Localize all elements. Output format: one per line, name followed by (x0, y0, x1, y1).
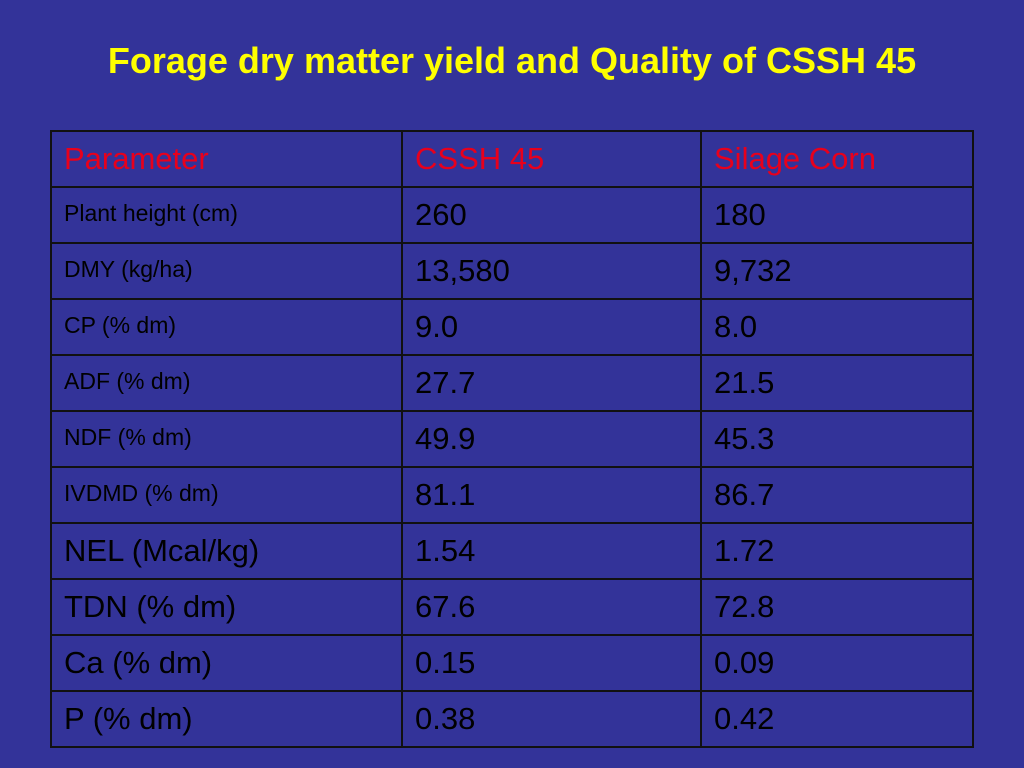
value-cell: 27.7 (401, 354, 702, 412)
value-cell: 45.3 (700, 410, 974, 468)
parameter-cell: TDN (% dm) (50, 578, 403, 636)
value-cell: 260 (401, 186, 702, 244)
value-cell: 13,580 (401, 242, 702, 300)
table-row: CP (% dm) 9.0 8.0 (50, 298, 974, 356)
parameter-cell: DMY (kg/ha) (50, 242, 403, 300)
parameter-cell: Ca (% dm) (50, 634, 403, 692)
column-header: CSSH 45 (401, 130, 702, 188)
table-body: Plant height (cm) 260 180 DMY (kg/ha) 13,580… (50, 186, 974, 748)
value-cell: 8.0 (700, 298, 974, 356)
table-row: NDF (% dm) 49.9 45.3 (50, 410, 974, 468)
value-cell: 21.5 (700, 354, 974, 412)
value-cell: 180 (700, 186, 974, 244)
value-cell: 81.1 (401, 466, 702, 524)
table-row: Plant height (cm) 260 180 (50, 186, 974, 244)
table-row: TDN (% dm) 67.6 72.8 (50, 578, 974, 636)
value-cell: 72.8 (700, 578, 974, 636)
table-row: Ca (% dm) 0.15 0.09 (50, 634, 974, 692)
parameter-cell: NDF (% dm) (50, 410, 403, 468)
table-row: NEL (Mcal/kg) 1.54 1.72 (50, 522, 974, 580)
table-row: IVDMD (% dm) 81.1 86.7 (50, 466, 974, 524)
data-table: Parameter CSSH 45 Silage Corn Plant height… (50, 130, 974, 748)
value-cell: 49.9 (401, 410, 702, 468)
value-cell: 0.09 (700, 634, 974, 692)
value-cell: 9,732 (700, 242, 974, 300)
value-cell: 86.7 (700, 466, 974, 524)
table-row: ADF (% dm) 27.7 21.5 (50, 354, 974, 412)
slide-title: Forage dry matter yield and Quality of C… (107, 40, 917, 81)
value-cell: 67.6 (401, 578, 702, 636)
parameter-cell: CP (% dm) (50, 298, 403, 356)
value-cell: 1.72 (700, 522, 974, 580)
header-row: Parameter CSSH 45 Silage Corn (50, 130, 974, 188)
parameter-cell: NEL (Mcal/kg) (50, 522, 403, 580)
parameter-cell: IVDMD (% dm) (50, 466, 403, 524)
table-row: P (% dm) 0.38 0.42 (50, 690, 974, 748)
value-cell: 0.15 (401, 634, 702, 692)
table-row: DMY (kg/ha) 13,580 9,732 (50, 242, 974, 300)
column-header: Silage Corn (700, 130, 974, 188)
value-cell: 9.0 (401, 298, 702, 356)
parameter-cell: Plant height (cm) (50, 186, 403, 244)
value-cell: 0.42 (700, 690, 974, 748)
parameter-cell: P (% dm) (50, 690, 403, 748)
column-header: Parameter (50, 130, 403, 188)
value-cell: 1.54 (401, 522, 702, 580)
parameter-cell: ADF (% dm) (50, 354, 403, 412)
value-cell: 0.38 (401, 690, 702, 748)
